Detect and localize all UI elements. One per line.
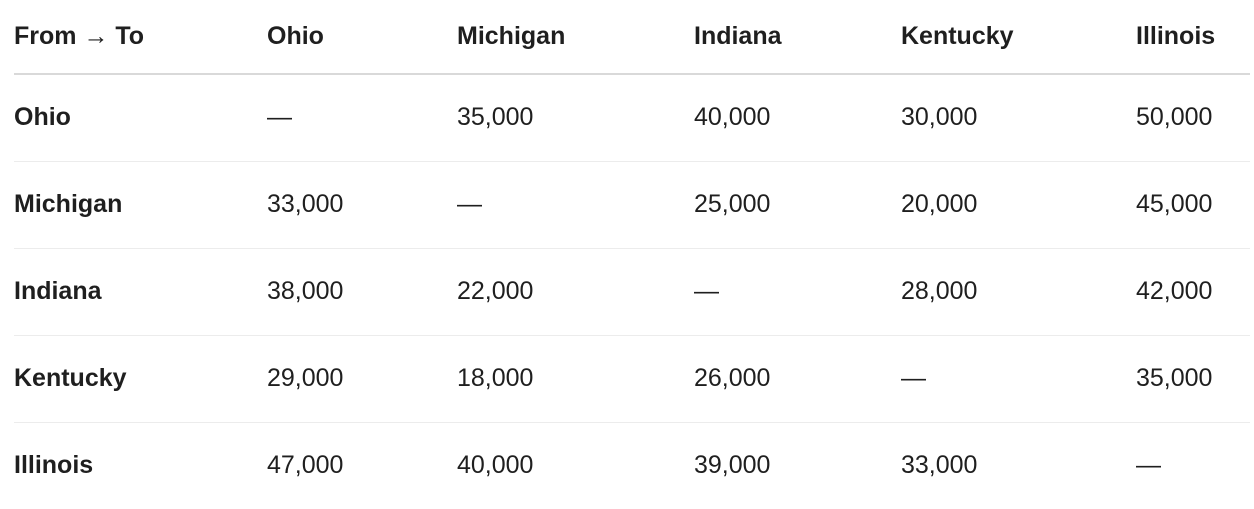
table-cell: 40,000	[694, 103, 771, 132]
table-header: From → To Ohio Michigan Indiana Kentucky…	[14, 0, 1250, 74]
table-cell: 22,000	[457, 277, 534, 305]
column-header-ohio: Ohio	[267, 22, 324, 50]
table-cell: 33,000	[267, 190, 344, 218]
table-cell: 28,000	[901, 277, 978, 305]
row-header-illinois: Illinois	[14, 451, 94, 480]
table-cell: —	[1136, 451, 1161, 480]
page: From → To Ohio Michigan Indiana Kentucky…	[14, 22, 1250, 479]
column-header-illinois: Illinois	[1136, 22, 1216, 50]
row-header-ohio: Ohio	[14, 103, 71, 132]
table-cell: 25,000	[694, 190, 771, 218]
table-cell: 39,000	[694, 451, 771, 480]
table-cell: 50,000	[1136, 103, 1213, 132]
corner-header: From → To	[14, 22, 145, 50]
table-row: Kentucky 29,000 18,000 26,000 — 35,000	[14, 335, 1250, 422]
table-body: Ohio — 35,000 40,000 30,000 50,000 Michi…	[14, 74, 1250, 509]
table-cell: 45,000	[1136, 190, 1213, 218]
table-cell: 30,000	[901, 103, 978, 132]
table-cell: 38,000	[267, 277, 344, 305]
table-row: Illinois 47,000 40,000 39,000 33,000 —	[14, 422, 1250, 509]
table-cell: 35,000	[1136, 364, 1213, 392]
table-row: Ohio — 35,000 40,000 30,000 50,000	[14, 74, 1250, 161]
column-header-kentucky: Kentucky	[901, 22, 1014, 50]
table-row: Michigan 33,000 — 25,000 20,000 45,000	[14, 161, 1250, 248]
table-cell: 18,000	[457, 364, 534, 392]
row-header-kentucky: Kentucky	[14, 364, 127, 392]
table-cell: 29,000	[267, 364, 344, 392]
row-header-indiana: Indiana	[14, 277, 102, 305]
table-row: Indiana 38,000 22,000 — 28,000 42,000	[14, 248, 1250, 335]
table-cell: —	[901, 364, 926, 392]
table-cell: 33,000	[901, 451, 978, 480]
row-header-michigan: Michigan	[14, 190, 123, 218]
column-header-michigan: Michigan	[457, 22, 566, 50]
table-cell: 47,000	[267, 451, 344, 480]
migration-table: From → To Ohio Michigan Indiana Kentucky…	[14, 0, 1250, 509]
table-cell: 20,000	[901, 190, 978, 218]
table-cell: 35,000	[457, 103, 534, 132]
header-row: From → To Ohio Michigan Indiana Kentucky…	[14, 0, 1250, 74]
table-cell: —	[694, 277, 719, 305]
table-cell: —	[267, 103, 292, 132]
table-cell: 42,000	[1136, 277, 1213, 305]
table-cell: —	[457, 190, 482, 218]
table-cell: 40,000	[457, 451, 534, 480]
column-header-indiana: Indiana	[694, 22, 782, 50]
table-cell: 26,000	[694, 364, 771, 392]
